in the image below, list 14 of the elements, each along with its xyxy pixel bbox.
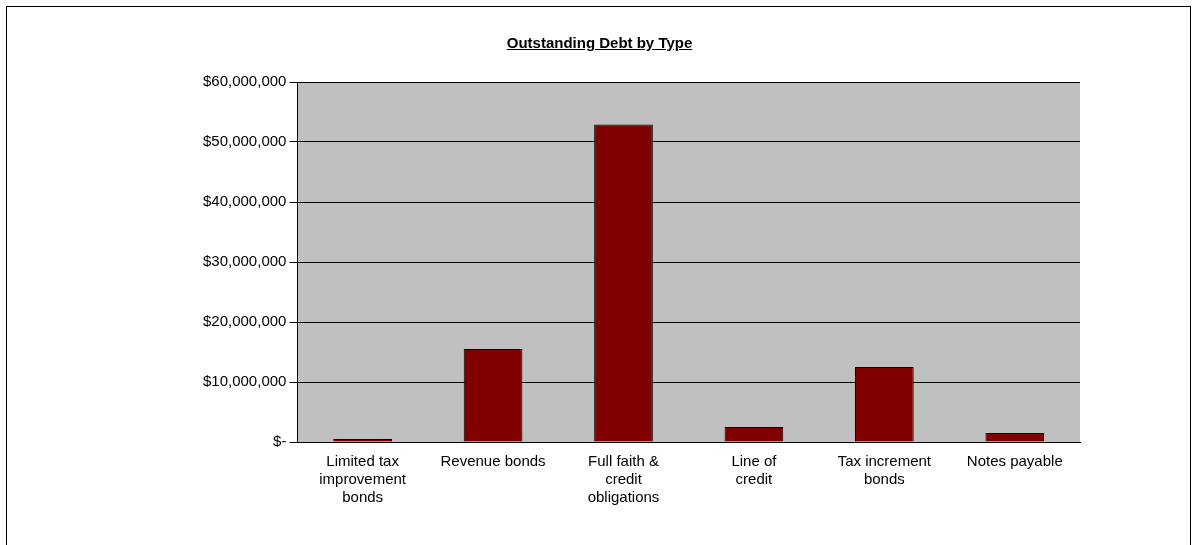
y-tick-label: $20,000,000 xyxy=(202,312,287,330)
y-tick-label: $50,000,000 xyxy=(202,132,287,150)
y-tick-label: $60,000,000 xyxy=(202,72,287,90)
y-tick-label: $40,000,000 xyxy=(202,192,287,210)
x-tick-label: Line of credit xyxy=(731,452,778,488)
x-tick-label: Tax increment bonds xyxy=(837,452,932,488)
x-tick-label: Limited tax improvement bonds xyxy=(319,452,407,506)
y-tick-label: $30,000,000 xyxy=(202,252,287,270)
y-tick-label: $- xyxy=(273,432,287,450)
y-tick-label: $10,000,000 xyxy=(202,372,287,390)
x-tick-label: Full faith & credit obligations xyxy=(587,452,660,506)
chart-title: Outstanding Debt by Type xyxy=(505,34,694,51)
x-tick-label: Revenue bonds xyxy=(440,452,546,470)
x-tick-label: Notes payable xyxy=(966,452,1063,470)
